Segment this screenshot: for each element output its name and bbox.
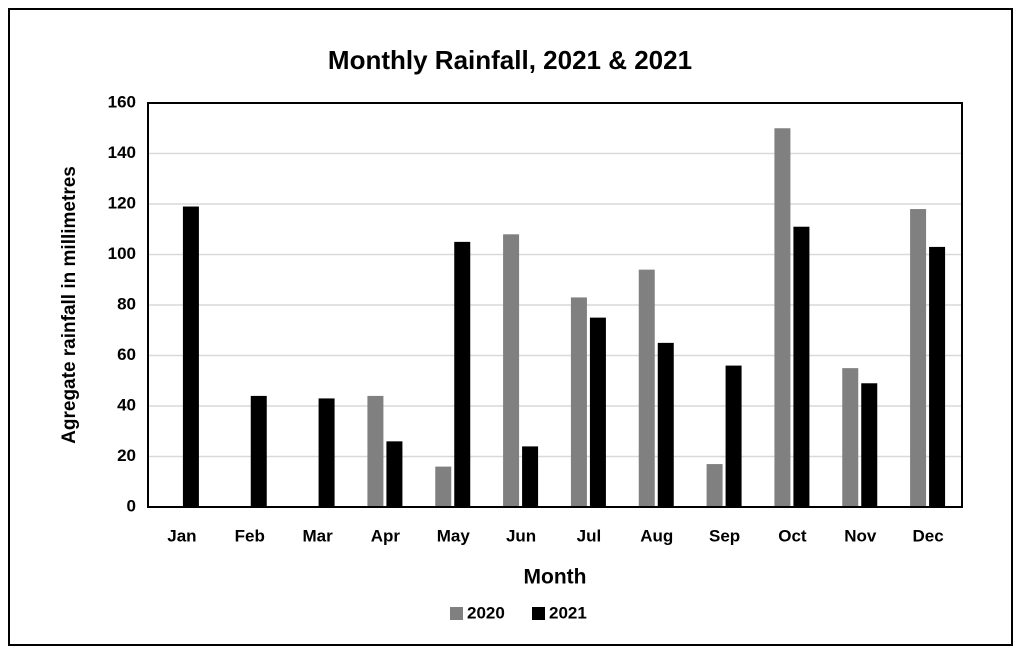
bar — [318, 398, 335, 507]
bar — [861, 383, 878, 507]
y-tick-label: 40 — [117, 395, 136, 414]
bar — [589, 317, 606, 507]
bar — [386, 441, 403, 507]
y-tick-label: 60 — [117, 345, 136, 364]
plot-border — [147, 102, 963, 508]
bar — [454, 241, 471, 507]
y-tick-label: 0 — [127, 496, 136, 515]
x-tick-label: Jan — [167, 526, 196, 545]
x-tick-label: Sep — [709, 526, 740, 545]
legend-swatch — [450, 607, 463, 620]
x-tick-label: Oct — [778, 526, 807, 545]
bar — [793, 226, 810, 507]
x-tick-label: Jul — [577, 526, 602, 545]
x-tick-label: Dec — [912, 526, 943, 545]
y-tick-label: 20 — [117, 446, 136, 465]
x-tick-label: Apr — [371, 526, 401, 545]
bar — [435, 466, 452, 507]
chart-title: Monthly Rainfall, 2021 & 2021 — [328, 45, 692, 75]
x-tick-label: Aug — [640, 526, 673, 545]
bar — [774, 128, 791, 507]
y-axis-label: Agregate rainfall in millimetres — [59, 166, 80, 444]
x-axis-label: Month — [524, 566, 587, 589]
x-tick-label: Nov — [844, 526, 877, 545]
x-tick-label: Feb — [235, 526, 265, 545]
y-tick-label: 80 — [117, 294, 136, 313]
legend-label: 2021 — [549, 603, 587, 622]
y-tick-label: 140 — [108, 143, 136, 162]
bar — [657, 342, 674, 507]
bar — [182, 206, 199, 507]
x-tick-label: Mar — [302, 526, 333, 545]
y-tick-label: 160 — [108, 92, 136, 111]
bar — [522, 446, 539, 507]
bar — [250, 395, 267, 507]
bar — [910, 209, 927, 508]
bar — [929, 246, 946, 508]
y-tick-label: 120 — [108, 193, 136, 212]
bar — [570, 297, 587, 507]
bar — [706, 464, 723, 507]
bar — [367, 395, 384, 507]
y-tick-label: 100 — [108, 244, 136, 263]
bar — [638, 269, 655, 507]
bar — [503, 234, 520, 508]
legend-label: 2020 — [467, 603, 505, 622]
x-tick-label: Jun — [506, 526, 536, 545]
x-tick-label: May — [437, 526, 471, 545]
bar — [842, 368, 859, 507]
bar — [725, 365, 742, 507]
legend-swatch — [532, 607, 545, 620]
